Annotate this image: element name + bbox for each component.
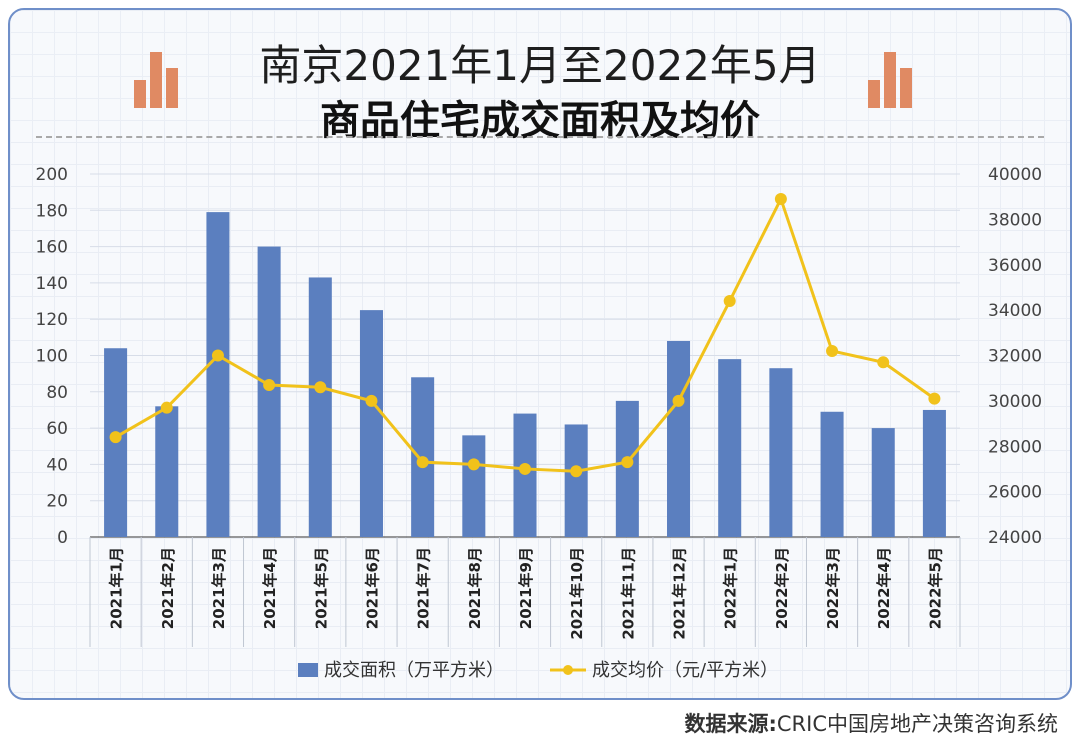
bar [871,428,895,537]
x-tick-label: 2021年11月 [619,547,637,640]
line-point [109,431,122,444]
line-point [365,394,378,407]
source-label: 数据来源: [684,712,777,736]
bar [462,435,486,537]
line-point [672,394,685,407]
title-divider [36,136,1044,138]
x-tick-label: 2021年2月 [159,547,177,629]
legend-line-label: 成交均价（元/平方米） [592,660,778,681]
grid-background [10,10,1070,698]
x-tick-label: 2021年12月 [671,547,689,640]
bar [206,212,230,538]
bar [513,413,537,537]
line-point [519,462,531,475]
bar [155,406,179,537]
y-left-tick-label: 200 [36,165,68,185]
bar [564,424,588,537]
bar [820,411,844,537]
legend-bar-label: 成交面积（万平方米） [324,660,504,681]
bar [922,409,946,537]
y-left-tick-label: 20 [46,492,68,512]
y-left-tick-label: 180 [36,201,68,221]
y-right-tick-label: 34000 [988,301,1042,321]
x-tick-label: 2022年1月 [722,547,740,629]
y-left-tick-label: 160 [36,238,68,258]
line-point [826,344,839,357]
legend-line-marker [563,665,573,675]
line-point [416,456,429,469]
bar [308,277,332,537]
line-point [467,458,480,471]
line-point [723,295,736,308]
bar [718,359,742,537]
line-point [621,456,634,469]
y-left-tick-label: 80 [46,383,68,403]
bar [615,400,639,537]
x-tick-label: 2021年9月 [517,547,535,629]
chart-card: 南京2021年1月至2022年5月 商品住宅成交面积及均价 0 20 40 60 80 1… [8,8,1072,700]
y-left-tick-label: 140 [36,274,68,294]
x-tick-label: 2022年5月 [926,547,944,629]
y-left-tick-label: 0 [57,528,68,548]
line-point [774,192,787,205]
legend-bar-swatch [298,663,318,677]
x-tick-label: 2021年10月 [568,547,586,640]
data-source: 数据来源:CRIC中国房地产决策咨询系统 [684,708,1058,738]
x-tick-label: 2021年3月 [210,547,228,629]
bar [359,310,383,537]
y-right-tick-label: 32000 [988,347,1042,367]
bar [667,340,691,537]
y-left-tick-label: 60 [46,419,68,439]
bar [769,368,793,537]
x-tick-label: 2022年4月 [875,547,893,629]
y-right-tick-label: 28000 [988,437,1042,457]
x-tick-label: 2022年3月 [824,547,842,629]
y-left-tick-label: 100 [36,347,68,367]
x-tick-label: 2021年8月 [466,547,484,629]
x-tick-label: 2021年5月 [312,547,330,629]
line-point [160,401,173,414]
line-point [877,356,890,369]
y-right-tick-label: 26000 [988,483,1042,503]
y-right-tick-label: 24000 [988,528,1042,548]
bar-chart-icon-right [868,52,912,108]
y-right-tick-label: 36000 [988,256,1042,276]
y-left-tick-label: 120 [36,310,68,330]
chart-title: 南京2021年1月至2022年5月 [259,41,821,90]
line-point [263,378,276,391]
line-point [314,381,327,394]
line-point [570,465,583,478]
y-right-tick-label: 38000 [988,210,1042,230]
combo-chart: 0 20 40 60 80 100 120 140 160 180 200 24000 26000 280… [36,165,1043,681]
line-point [928,392,941,405]
source-text: CRIC中国房地产决策咨询系统 [776,712,1058,736]
x-tick-label: 2021年6月 [363,547,381,629]
y-right-tick-label: 40000 [988,165,1042,185]
x-tick-label: 2022年2月 [773,547,791,629]
line-point [211,349,224,362]
y-left-tick-label: 40 [46,455,68,475]
y-right-tick-label: 30000 [988,392,1042,412]
bar [257,246,281,537]
x-tick-label: 2021年1月 [108,547,126,629]
x-tick-label: 2021年7月 [415,547,433,629]
x-tick-label: 2021年4月 [261,547,279,629]
bar-chart-icon-left [134,52,178,108]
